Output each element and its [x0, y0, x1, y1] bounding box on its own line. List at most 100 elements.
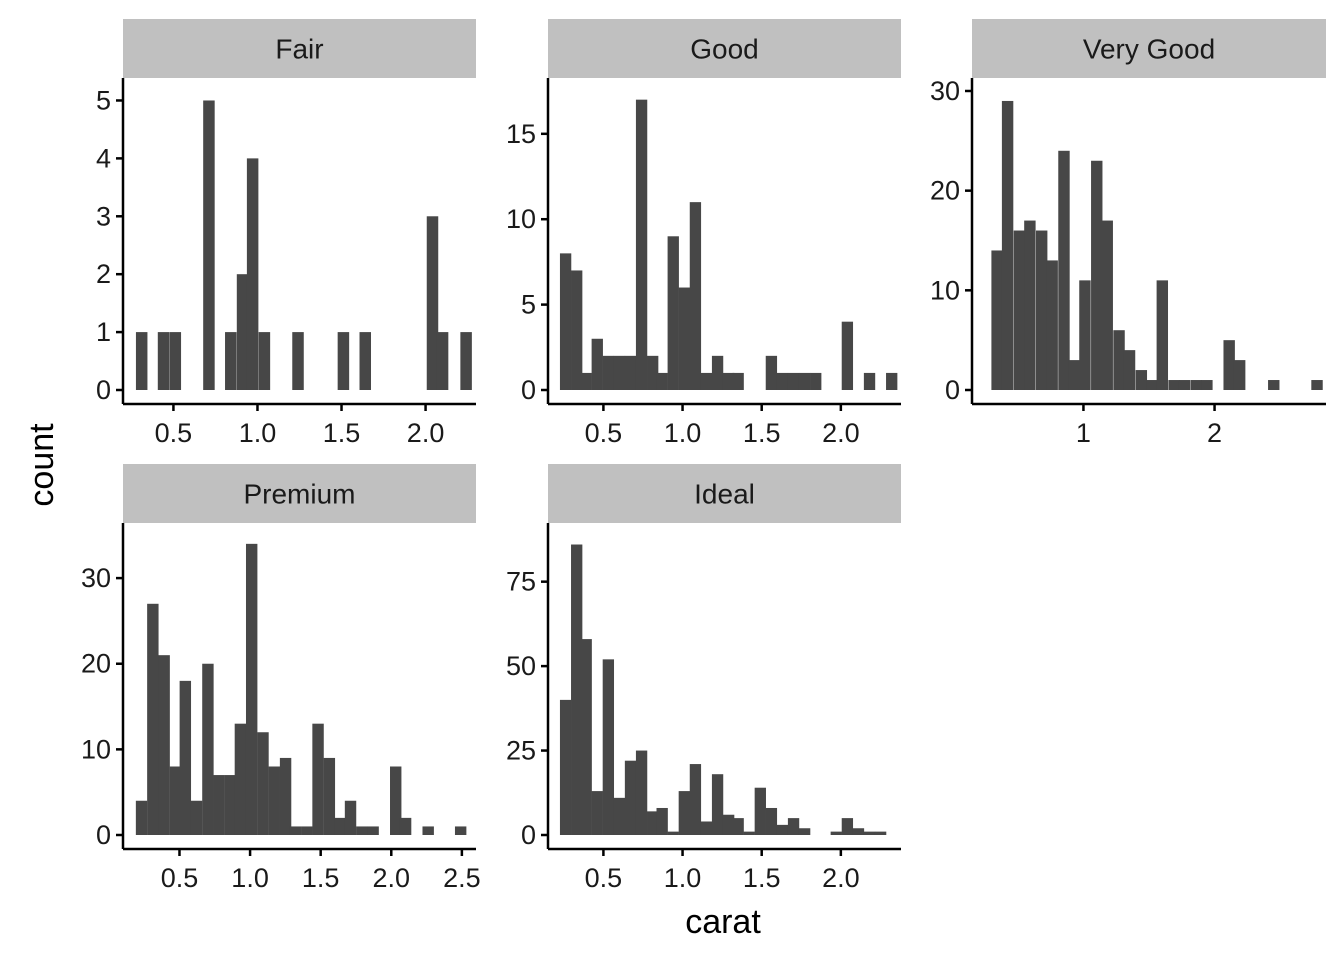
- y-tick-label: 0: [521, 375, 536, 405]
- facet-strip: [548, 464, 901, 523]
- histogram-bar: [301, 826, 313, 835]
- histogram-bar: [225, 332, 237, 390]
- x-tick-label: 2.0: [822, 863, 860, 893]
- histogram-bar: [1201, 380, 1213, 390]
- histogram-bar: [678, 791, 690, 835]
- histogram-bar: [257, 732, 269, 835]
- histogram-bar: [830, 831, 842, 835]
- histogram-bar: [635, 750, 648, 835]
- facet-strip-label: Premium: [243, 479, 355, 510]
- histogram-bar: [798, 828, 811, 835]
- histogram-bar: [1091, 160, 1103, 390]
- y-tick-label: 50: [506, 651, 536, 681]
- histogram-bar: [1123, 350, 1136, 390]
- panel-fair: Fair 0 1 2 3 4 5 0.5 1.0 1.5 2.0: [96, 19, 476, 448]
- histogram-bar: [689, 764, 702, 835]
- histogram-bar: [1135, 370, 1148, 390]
- histogram-bar: [390, 766, 402, 835]
- x-tick-label: 2.0: [407, 418, 445, 448]
- histogram-bar: [647, 811, 659, 835]
- panel-good: Good 0 5 10 15 0.5 1.0 1.5 2.0: [506, 19, 901, 448]
- histogram-bar: [359, 332, 372, 390]
- x-tick-label: 1.5: [743, 418, 781, 448]
- histogram-bar: [591, 338, 603, 390]
- histogram-bar: [602, 355, 615, 390]
- histogram-bar: [613, 797, 626, 835]
- histogram-bar: [874, 831, 887, 835]
- x-tick-label: 0.5: [161, 863, 199, 893]
- y-tick-label: 3: [96, 201, 111, 231]
- histogram-bar: [602, 659, 615, 835]
- x-tick-label: 0.5: [155, 418, 193, 448]
- histogram-bar: [722, 814, 735, 835]
- y-tick-label: 5: [96, 85, 111, 115]
- histogram-bar: [203, 100, 215, 390]
- histogram-bar: [323, 757, 336, 835]
- histogram-bar: [1178, 380, 1191, 390]
- x-tick-label: 1.0: [231, 863, 269, 893]
- y-tick-label: 0: [96, 820, 111, 850]
- histogram-bar: [743, 831, 755, 835]
- histogram-bar: [624, 355, 637, 390]
- x-tick-label: 1: [1076, 418, 1091, 448]
- histogram-bar: [571, 270, 583, 390]
- facet-strip: [548, 19, 901, 78]
- histogram-bar: [334, 817, 347, 835]
- facet-strip: [123, 464, 476, 523]
- histogram-bar: [689, 202, 702, 390]
- histogram-bar: [1156, 280, 1169, 390]
- y-tick-label: 0: [521, 820, 536, 850]
- x-axis-title: carat: [685, 903, 761, 941]
- histogram-bar: [356, 826, 368, 835]
- histogram-bar: [647, 355, 659, 390]
- histogram-bar: [169, 332, 182, 390]
- histogram-bar: [700, 821, 713, 835]
- histogram-bar: [787, 372, 800, 390]
- histogram-bar: [841, 321, 854, 390]
- histogram-bar: [135, 332, 148, 390]
- x-tick-label: 2: [1207, 418, 1222, 448]
- y-tick-label: 30: [930, 76, 960, 106]
- histogram-bar: [1113, 330, 1125, 390]
- histogram-bar: [580, 639, 592, 835]
- histogram-bar: [1311, 380, 1323, 390]
- x-tick-label: 2.0: [822, 418, 860, 448]
- histogram-bar: [667, 236, 679, 390]
- histogram-bar: [279, 757, 292, 835]
- histogram-bar: [426, 216, 439, 390]
- histogram-bar: [344, 800, 357, 835]
- y-tick-label: 2: [96, 259, 111, 289]
- histogram-bar: [635, 99, 648, 391]
- histogram-bar: [559, 253, 572, 390]
- x-tick-label: 2.5: [443, 863, 481, 893]
- histogram-bar: [1190, 380, 1203, 390]
- histogram-bar: [312, 723, 324, 835]
- histogram-bar: [667, 831, 679, 835]
- histogram-bar: [765, 807, 778, 835]
- panel-very-good: Very Good 0 10 20 30 1 2: [930, 19, 1326, 448]
- x-tick-label: 1.0: [239, 418, 277, 448]
- histogram-bar: [591, 791, 603, 835]
- histogram-bar: [135, 800, 148, 835]
- histogram-bar: [656, 807, 668, 835]
- histogram-bar: [1233, 360, 1246, 390]
- histogram-bar: [798, 372, 811, 390]
- histogram-bar: [711, 774, 724, 835]
- histogram-bar: [559, 699, 572, 835]
- facet-strip-label: Fair: [275, 34, 323, 65]
- histogram-bar: [213, 775, 225, 835]
- histogram-bar: [1168, 380, 1180, 390]
- histogram-bar: [147, 603, 159, 835]
- histogram-bar: [1001, 100, 1014, 391]
- histogram-bar: [1068, 360, 1081, 390]
- histogram-bar: [454, 826, 467, 835]
- histogram-bar: [157, 332, 170, 390]
- y-tick-label: 0: [96, 375, 111, 405]
- histogram-bar: [991, 250, 1003, 390]
- histogram-bar: [841, 818, 854, 835]
- x-tick-label: 0.5: [585, 863, 623, 893]
- facet-strip-label: Good: [690, 34, 759, 65]
- histogram-bar: [245, 543, 258, 835]
